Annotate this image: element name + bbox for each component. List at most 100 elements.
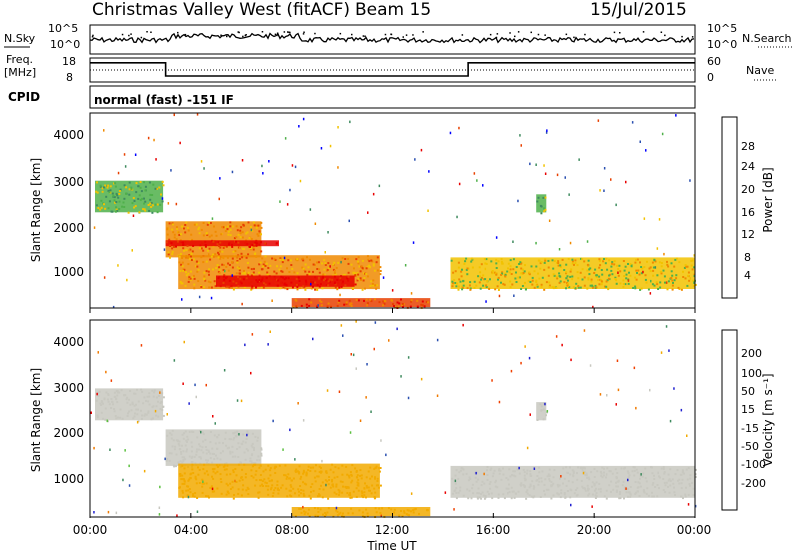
- echo-cell: [217, 253, 220, 256]
- echo-cell: [584, 474, 587, 477]
- echo-cell: [241, 247, 244, 250]
- echo-cell: [226, 225, 229, 228]
- echo-cell: [503, 497, 506, 500]
- echo-cell: [238, 257, 241, 260]
- echo-cell: [405, 513, 408, 516]
- nsky-point: [314, 32, 316, 35]
- echo-cell: [524, 281, 526, 284]
- echo-cell: [295, 305, 298, 308]
- echo-cell: [473, 280, 476, 283]
- echo-cell: [514, 492, 517, 495]
- echo-cell: [530, 265, 533, 268]
- echo-cell: [315, 464, 317, 467]
- echo-cell: [480, 278, 483, 281]
- power-cbar-tick: 8: [744, 251, 751, 264]
- echo-cell: [357, 482, 360, 485]
- echo-cell: [102, 417, 105, 420]
- freq-ytick-top: 18: [62, 55, 76, 68]
- echo-cell: [355, 469, 358, 472]
- echo-cell: [556, 261, 558, 264]
- echo-cell: [690, 259, 693, 262]
- echo-cell: [208, 221, 210, 224]
- echo-cell: [239, 246, 241, 249]
- echo-cell: [283, 474, 286, 477]
- echo-cell: [184, 458, 187, 461]
- echo-cell: [208, 268, 210, 271]
- echo-cell: [218, 266, 221, 269]
- echo-cell: [190, 270, 192, 273]
- echo-cell: [223, 274, 226, 277]
- echo-cell: [182, 478, 185, 481]
- echo-cell: [505, 477, 508, 479]
- echo-cell: [261, 257, 264, 260]
- echo-cell: [307, 465, 310, 468]
- echo-cell: [687, 503, 690, 506]
- echo-cell: [298, 125, 300, 128]
- echo-cell: [158, 513, 161, 516]
- echo-cell: [547, 266, 550, 269]
- echo-cell: [416, 299, 419, 302]
- echo-cell: [692, 285, 695, 288]
- echo-cell: [97, 392, 99, 395]
- echo-cell: [246, 274, 249, 277]
- echo-cell: [298, 472, 301, 475]
- echo-cell: [224, 277, 227, 279]
- echo-cell: [649, 388, 651, 392]
- echo-cell: [355, 258, 358, 261]
- echo-cell: [571, 469, 574, 472]
- freq-ytick-bottom: 8: [66, 71, 73, 84]
- echo-cell: [400, 298, 402, 301]
- echo-cell: [577, 285, 580, 288]
- echo-cell: [677, 286, 680, 289]
- echo-cell: [334, 273, 337, 276]
- echo-cell: [537, 196, 540, 199]
- echo-cell: [531, 276, 534, 279]
- echo-cell: [302, 494, 305, 497]
- echo-cell: [350, 302, 353, 305]
- echo-cell: [663, 252, 665, 256]
- echo-cell: [260, 447, 263, 450]
- echo-cell: [258, 230, 261, 233]
- echo-cell: [328, 479, 331, 481]
- echo-cell: [276, 480, 279, 483]
- echo-cell: [225, 265, 228, 268]
- echo-cell: [526, 469, 529, 472]
- echo-cell: [273, 257, 276, 260]
- echo-cell: [518, 263, 521, 265]
- echo-cell: [115, 390, 118, 392]
- echo-cell: [680, 288, 683, 291]
- echo-cell: [310, 282, 312, 286]
- echo-cell: [190, 255, 192, 258]
- echo-cell: [488, 483, 491, 485]
- echo-cell: [595, 487, 597, 490]
- echo-cell: [425, 300, 428, 303]
- echo-cell: [675, 274, 678, 277]
- echo-cell: [183, 456, 186, 459]
- echo-cell: [406, 509, 409, 512]
- echo-cell: [320, 304, 323, 307]
- echo-cell: [225, 493, 228, 496]
- echo-cell: [569, 241, 572, 245]
- echo-cell: [569, 275, 572, 278]
- echo-cell: [523, 477, 526, 480]
- echo-cell: [173, 236, 176, 239]
- echo-cell: [213, 225, 215, 228]
- echo-cell: [637, 481, 640, 484]
- echo-cell: [154, 409, 157, 413]
- echo-cell: [234, 431, 237, 434]
- echo-cell: [660, 351, 663, 354]
- echo-cell: [564, 176, 566, 179]
- echo-cell: [177, 443, 180, 445]
- echo-cell: [302, 492, 305, 495]
- echo-cell: [586, 476, 589, 479]
- echo-cell: [673, 491, 676, 494]
- echo-cell: [224, 230, 227, 233]
- echo-cell: [339, 480, 342, 483]
- echo-cell: [303, 510, 305, 513]
- echo-cell: [179, 141, 181, 145]
- echo-cell: [208, 273, 210, 276]
- echo-cell: [209, 457, 212, 460]
- echo-cell: [214, 253, 217, 256]
- echo-cell: [426, 509, 428, 512]
- echo-cell: [642, 472, 645, 475]
